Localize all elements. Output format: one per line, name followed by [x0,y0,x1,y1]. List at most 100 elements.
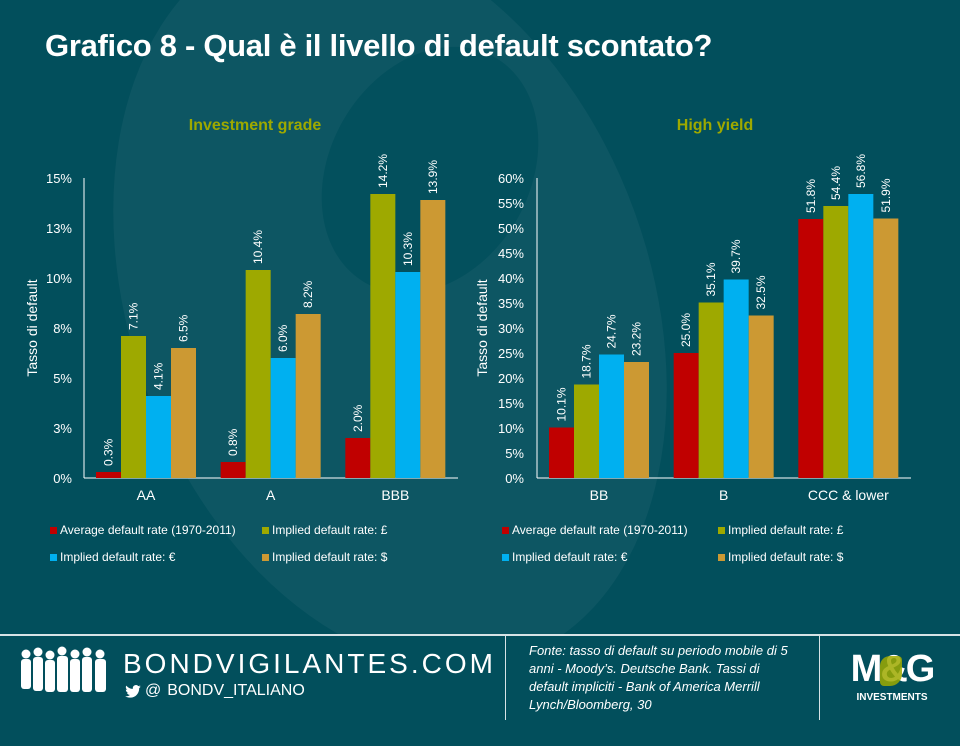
legend-swatch [502,553,509,561]
data-label: 0.8% [226,428,240,456]
footer-bar [0,634,960,722]
x-tick-label: CCC & lower [808,487,889,503]
bar [245,270,271,478]
legend-swatch [50,553,57,561]
page-title: Grafico 8 - Qual è il livello di default… [45,28,713,63]
bar [823,206,849,478]
y-tick-label: 13% [46,221,72,236]
legend-label: Implied default rate: € [60,550,176,564]
data-label: 13.9% [426,160,440,194]
legend-item-eur: Implied default rate: € [50,550,175,564]
data-label: 35.1% [704,262,718,296]
bar [549,427,574,478]
bar [574,384,599,478]
data-label: 10.1% [555,387,569,421]
y-tick-label: 40% [498,271,524,286]
bar [171,348,196,478]
y-tick-label: 10% [498,421,524,436]
legend-swatch [50,526,57,534]
bar [370,194,396,478]
chart-title-high-yield: High yield [676,117,754,134]
legend-swatch [718,526,725,534]
y-tick-label: 8% [53,321,72,336]
data-label: 32.5% [754,275,768,309]
bar [146,396,171,478]
data-label: 18.7% [580,344,594,378]
y-tick-label: 15% [46,171,72,186]
bar [121,336,146,478]
bar [96,472,121,478]
data-label: 23.2% [630,322,644,356]
bar [698,302,724,478]
legend-swatch [262,553,269,561]
bar [395,272,421,478]
bar [270,358,296,478]
y-tick-label: 30% [498,321,524,336]
legend-label: Implied default rate: $ [272,550,388,564]
bar-charts: 0% 3% 5% 8% 10% 13% 15% Tasso di default 0.3% 7.1… [24,154,911,503]
legend-item-usd: Implied default rate: $ [262,550,387,564]
bar [873,218,899,478]
data-label: 10.3% [401,232,415,266]
y-tick-label: 25% [498,346,524,361]
data-label: 6.5% [177,314,191,342]
y-tick-label: 5% [505,446,524,461]
legend-label: Implied default rate: $ [728,550,844,564]
y-tick-label: 20% [498,371,524,386]
data-label: 6.0% [276,324,290,352]
legend-swatch [502,526,509,534]
x-tick-label: BB [590,487,609,503]
legend-item-eur: Implied default rate: € [502,550,627,564]
bar [723,279,749,478]
site-name: BONDVIGILANTES.COM [123,648,496,679]
bar [345,438,371,478]
handle-at: @ [145,682,162,699]
bar [798,219,824,478]
y-axis-title: Tasso di default [474,279,490,376]
data-label: 51.9% [879,178,893,212]
footer-divider [819,636,820,720]
y-tick-label: 55% [498,196,524,211]
y-tick-label: 15% [498,396,524,411]
twitter-bird-icon [125,684,141,698]
bar [673,353,699,478]
x-tick-label: BBB [381,487,409,503]
bar [295,314,321,478]
y-tick-label: 0% [505,471,524,486]
y-tick-label: 10% [46,271,72,286]
data-label: 2.0% [351,404,365,432]
data-label: 4.1% [152,362,166,390]
y-tick-label: 3% [53,421,72,436]
y-axis-title: Tasso di default [24,279,40,376]
y-tick-label: 45% [498,246,524,261]
data-label: 39.7% [729,239,743,273]
legend-label: Average default rate (1970-2011) [60,523,236,537]
legend-item-average: Average default rate (1970-2011) [502,523,688,537]
legend-item-gbp: Implied default rate: £ [262,523,387,537]
y-tick-label: 0% [53,471,72,486]
x-tick-label: A [266,487,276,503]
legend-label: Implied default rate: £ [272,523,388,537]
x-tick-label: AA [137,487,156,503]
data-label: 54.4% [829,166,843,200]
handle-text: BONDV_ITALIANO [167,682,305,699]
data-label: 24.7% [605,314,619,348]
y-tick-label: 35% [498,296,524,311]
legend-swatch [718,553,725,561]
source-note: Fonte: tasso di default su periodo mobil… [529,643,788,712]
data-label: 10.4% [251,230,265,264]
data-label: 14.2% [376,154,390,188]
twitter-handle: @ BONDV_ITALIANO [125,682,305,700]
chart-title-investment-grade: Investment grade [188,117,322,134]
bar [624,362,649,478]
footer-divider [505,636,506,720]
legend-item-usd: Implied default rate: $ [718,550,843,564]
y-tick-label: 60% [498,171,524,186]
legend-item-gbp: Implied default rate: £ [718,523,843,537]
legend-label: Average default rate (1970-2011) [512,523,688,537]
y-tick-label: 50% [498,221,524,236]
logo-ampersand-accent [880,656,902,686]
data-label: 51.8% [804,179,818,213]
bar [748,315,774,478]
mg-investments-logo: M&G INVESTMENTS [836,648,948,708]
